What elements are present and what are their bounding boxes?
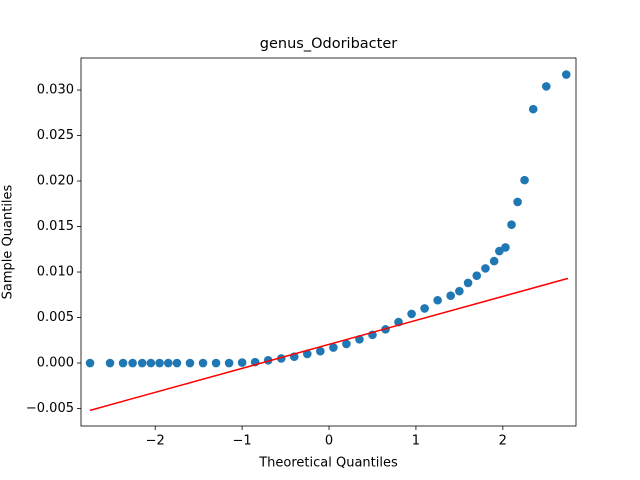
- x-tick-label: 2: [499, 434, 507, 449]
- plot-frame: [80, 57, 577, 427]
- point: [561, 70, 571, 79]
- point: [433, 295, 442, 305]
- x-axis-label: Theoretical Quantiles: [258, 456, 398, 471]
- fit-line: [89, 277, 569, 412]
- x-tick-label: −1: [233, 434, 252, 449]
- point: [489, 256, 499, 266]
- point: [463, 278, 473, 288]
- point: [513, 197, 522, 207]
- y-tick-label: 0.030: [37, 83, 74, 98]
- y-tick-label: 0.020: [37, 174, 74, 189]
- point: [407, 309, 416, 319]
- point: [472, 271, 482, 280]
- y-tick-label: 0.005: [37, 310, 74, 325]
- point: [146, 358, 156, 368]
- y-tick-label: 0.025: [37, 128, 74, 143]
- point: [128, 358, 137, 368]
- point: [316, 346, 325, 356]
- point: [172, 358, 182, 368]
- point: [541, 82, 551, 91]
- point: [155, 358, 164, 368]
- x-tick-label: 0: [325, 434, 333, 449]
- point: [342, 339, 351, 349]
- point: [163, 358, 173, 368]
- y-tick-label: −0.005: [26, 401, 74, 416]
- point: [237, 358, 247, 367]
- x-tick-label: −2: [146, 434, 165, 449]
- point: [137, 358, 147, 368]
- point: [329, 343, 338, 352]
- point: [481, 264, 490, 273]
- y-axis-label: Sample Quantiles: [1, 184, 16, 299]
- point: [528, 104, 538, 114]
- chart-title: genus_Odoribacter: [260, 36, 397, 52]
- point: [446, 291, 455, 300]
- point: [420, 304, 429, 313]
- point: [507, 220, 516, 230]
- x-tick-label: 1: [412, 434, 420, 449]
- y-tick-label: 0.010: [37, 265, 74, 280]
- point: [501, 243, 510, 252]
- point: [520, 175, 529, 185]
- point: [118, 358, 128, 368]
- point: [105, 358, 115, 368]
- point: [198, 358, 208, 368]
- y-tick-label: 0.000: [37, 356, 74, 371]
- point: [455, 286, 464, 296]
- point: [185, 358, 195, 368]
- point: [211, 358, 221, 368]
- point: [85, 358, 95, 368]
- point: [224, 358, 234, 368]
- point: [302, 349, 312, 359]
- y-tick-label: 0.015: [37, 219, 74, 234]
